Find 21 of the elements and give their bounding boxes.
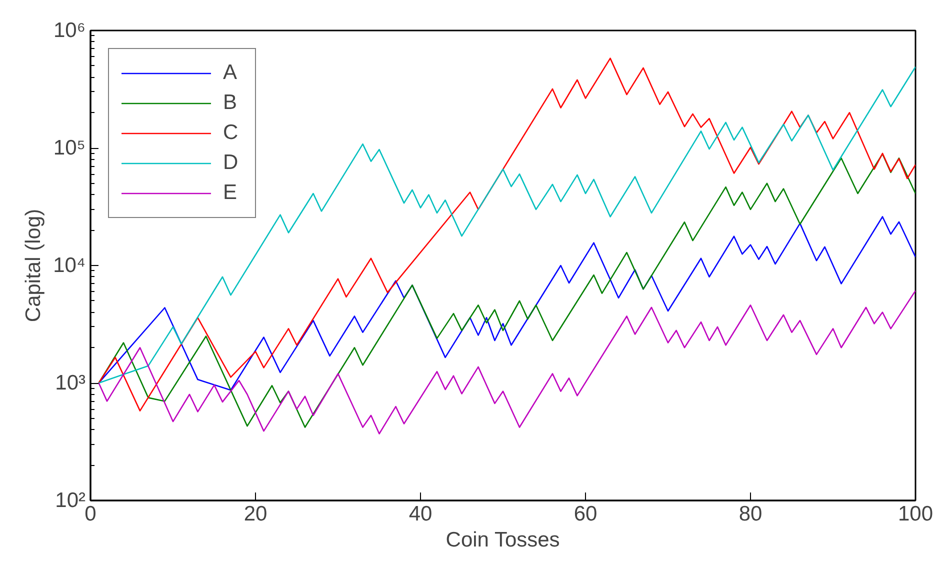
legend-label: E <box>223 181 238 205</box>
line-series <box>98 153 916 428</box>
legend-label: B <box>223 91 238 115</box>
line-series <box>98 216 916 391</box>
y-tick-label: 10³ <box>55 372 86 394</box>
y-tick-label: 10⁴ <box>53 254 86 277</box>
x-axis-title: Coin Tosses <box>446 528 560 552</box>
legend-label: A <box>223 61 238 85</box>
y-tick-label: 10⁶ <box>54 19 86 42</box>
x-tick-label: 60 <box>574 502 598 526</box>
x-tick-label: 80 <box>738 502 762 526</box>
x-tick-label: 40 <box>408 502 432 526</box>
x-tick-label: 100 <box>898 502 934 526</box>
y-axis-title: Capital (log) <box>22 208 46 322</box>
y-tick-label: 10⁵ <box>53 136 86 160</box>
x-tick-label: 20 <box>244 502 268 526</box>
x-tick-label: 0 <box>84 502 96 526</box>
line-series <box>98 290 916 434</box>
y-tick-label: 10² <box>55 489 86 512</box>
legend-label: C <box>223 121 240 145</box>
legend-label: D <box>223 151 240 175</box>
